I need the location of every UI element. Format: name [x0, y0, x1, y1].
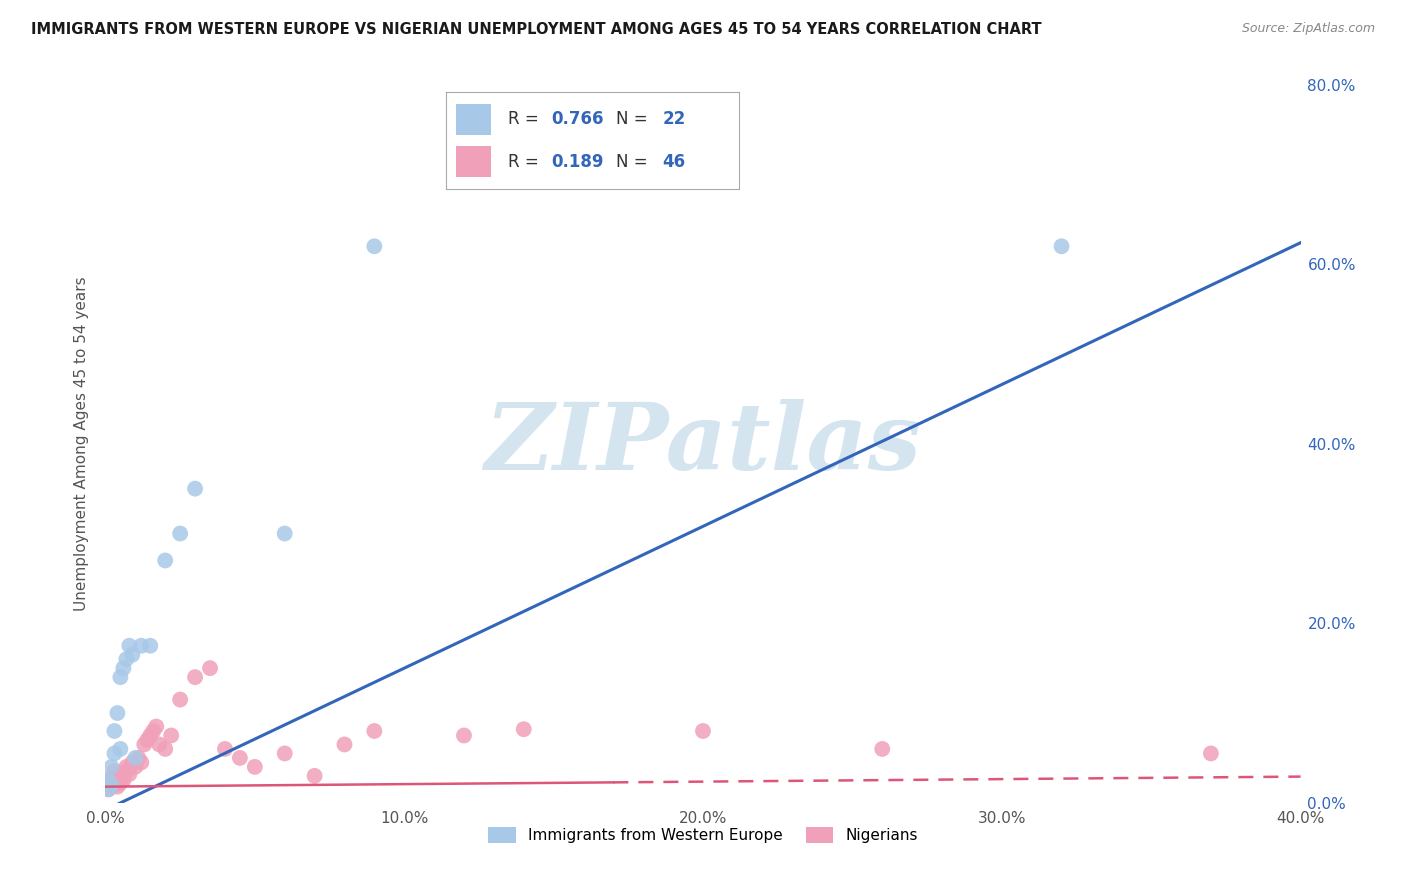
Point [243, 760, 266, 774]
Point [692, 724, 714, 739]
Point [145, 719, 167, 733]
Point [129, 756, 153, 770]
Text: IMMIGRANTS FROM WESTERN EUROPE VS NIGERIAN UNEMPLOYMENT AMONG AGES 45 TO 54 YEAR: IMMIGRANTS FROM WESTERN EUROPE VS NIGERI… [31, 22, 1042, 37]
Point [100, 760, 122, 774]
Point [103, 764, 125, 779]
Point [115, 760, 138, 774]
Point [112, 769, 135, 783]
Point [97, 773, 120, 788]
Point [169, 692, 191, 706]
Point [139, 639, 162, 653]
Point [103, 724, 125, 739]
Point [139, 729, 162, 743]
Point [273, 747, 295, 761]
Point [118, 639, 141, 653]
Point [155, 742, 177, 756]
Point [103, 778, 125, 792]
Point [115, 652, 138, 666]
Point [121, 756, 143, 770]
Point [214, 742, 236, 756]
Y-axis label: Unemployment Among Ages 45 to 54 years: Unemployment Among Ages 45 to 54 years [73, 277, 89, 611]
Point [148, 738, 170, 752]
Point [118, 767, 141, 781]
Point [107, 706, 129, 720]
Point [100, 771, 122, 785]
Point [160, 729, 183, 743]
Point [97, 778, 120, 792]
Point [184, 482, 207, 496]
Point [97, 782, 120, 797]
Point [121, 648, 143, 662]
Point [100, 778, 122, 792]
Point [100, 780, 122, 794]
Point [103, 747, 125, 761]
Point [273, 526, 295, 541]
Point [107, 769, 129, 783]
Point [107, 780, 129, 794]
Point [112, 661, 135, 675]
Point [129, 639, 153, 653]
Point [1199, 747, 1222, 761]
Point [1050, 239, 1073, 253]
Point [872, 742, 894, 756]
Point [513, 722, 536, 736]
Legend: Immigrants from Western Europe, Nigerians: Immigrants from Western Europe, Nigerian… [482, 821, 924, 849]
Point [363, 724, 385, 739]
Point [124, 760, 146, 774]
Point [136, 733, 159, 747]
Point [304, 769, 326, 783]
Point [97, 782, 120, 797]
Point [198, 661, 221, 675]
Point [110, 670, 132, 684]
Point [110, 776, 132, 790]
Point [184, 670, 207, 684]
Point [110, 742, 132, 756]
Point [118, 762, 141, 776]
Point [363, 239, 385, 253]
Point [229, 751, 252, 765]
Point [333, 738, 356, 752]
Point [97, 773, 120, 788]
Point [110, 771, 132, 785]
Point [127, 751, 149, 765]
Point [124, 751, 146, 765]
Text: ZIPatlas: ZIPatlas [485, 399, 921, 489]
Point [134, 738, 156, 752]
Point [142, 724, 165, 739]
Text: Source: ZipAtlas.com: Source: ZipAtlas.com [1241, 22, 1375, 36]
Point [155, 553, 177, 567]
Point [112, 773, 135, 788]
Point [115, 764, 138, 779]
Point [453, 729, 475, 743]
Point [103, 773, 125, 788]
Point [169, 526, 191, 541]
Point [100, 776, 122, 790]
